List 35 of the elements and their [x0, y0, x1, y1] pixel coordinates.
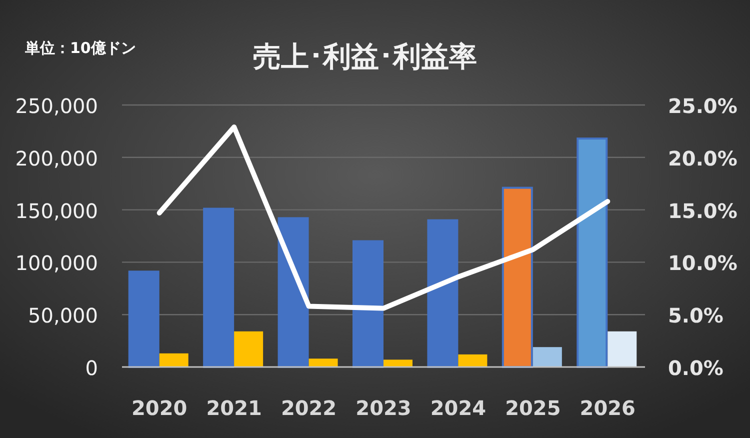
chart-title: 売上･利益･利益率	[253, 40, 477, 73]
y-tick-label: 200,000	[15, 146, 98, 170]
bar	[128, 270, 160, 368]
y-tick-label: 50,000	[28, 304, 98, 328]
bar	[278, 217, 309, 368]
bar	[203, 208, 234, 368]
x-tick-label: 2025	[505, 396, 561, 420]
bar	[427, 219, 458, 368]
bar	[502, 186, 533, 368]
y-tick-label: 0	[85, 356, 98, 380]
y2-tick-label: 15.0%	[668, 198, 738, 223]
y2-tick-label: 0.0%	[668, 356, 724, 380]
bar	[608, 331, 637, 367]
x-tick-label: 2023	[356, 396, 412, 420]
y2-tick-label: 25.0%	[668, 94, 738, 118]
bar	[532, 347, 562, 367]
text: 単位：10億ドン	[24, 39, 136, 57]
y-tick-label: 100,000	[15, 251, 98, 276]
y-tick-label: 250,000	[15, 94, 98, 118]
y2-tick-label: 10.0%	[668, 251, 738, 276]
y2-tick-label: 20.0%	[668, 146, 738, 170]
bar	[234, 331, 264, 367]
x-tick-label: 2024	[430, 396, 486, 420]
x-tick-label: 2021	[206, 396, 262, 420]
y-tick-label: 150,000	[15, 198, 98, 223]
bar	[308, 358, 338, 367]
bar	[384, 360, 412, 367]
bar	[576, 138, 608, 368]
x-tick-label: 2022	[280, 396, 337, 420]
bar	[159, 353, 188, 367]
x-tick-label: 2020	[132, 396, 188, 420]
y2-tick-label: 5.0%	[668, 304, 724, 328]
x-tick-label: 2026	[580, 396, 636, 420]
bar	[458, 354, 488, 367]
bar	[352, 240, 384, 368]
